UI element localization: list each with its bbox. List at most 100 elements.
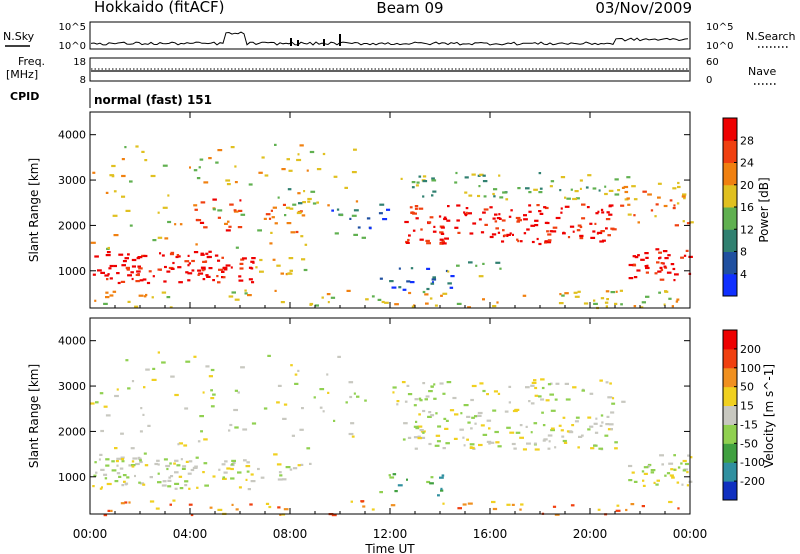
data-cell xyxy=(657,182,662,185)
x-tick-label: 08:00 xyxy=(273,527,308,541)
data-cell xyxy=(217,149,223,152)
data-cell xyxy=(285,273,288,276)
data-cell xyxy=(103,473,108,476)
data-cell xyxy=(428,390,433,393)
data-cell xyxy=(456,302,462,305)
data-cell xyxy=(94,461,97,464)
data-cell xyxy=(489,441,495,444)
data-cell xyxy=(142,413,145,416)
data-cell xyxy=(549,185,553,188)
data-cell xyxy=(157,268,161,271)
data-cell xyxy=(116,457,121,460)
data-cell xyxy=(223,471,228,474)
data-cell xyxy=(223,268,228,271)
data-cell xyxy=(404,400,408,403)
data-cell xyxy=(289,272,293,275)
data-cell xyxy=(132,457,138,460)
data-cell xyxy=(164,265,167,269)
data-cell xyxy=(555,382,560,385)
data-cell xyxy=(470,427,473,430)
data-cell xyxy=(279,513,282,516)
data-cell xyxy=(426,242,431,245)
data-cell xyxy=(633,305,637,308)
data-cell xyxy=(397,484,403,487)
data-cell xyxy=(492,507,498,511)
data-cell xyxy=(477,414,482,417)
data-cell xyxy=(547,233,552,236)
data-cell xyxy=(571,424,575,427)
data-cell xyxy=(239,262,244,265)
data-cell xyxy=(208,267,213,270)
data-cell xyxy=(593,444,598,447)
data-cell xyxy=(592,187,597,190)
data-cell xyxy=(440,487,443,490)
data-cell xyxy=(558,302,564,305)
data-cell xyxy=(139,430,143,433)
data-cell xyxy=(389,476,395,479)
data-cell xyxy=(601,211,605,214)
data-cell xyxy=(260,476,265,479)
data-cell xyxy=(516,238,519,241)
data-cell xyxy=(101,486,103,489)
data-cell xyxy=(225,264,231,267)
data-cell xyxy=(643,472,648,475)
data-cell xyxy=(112,214,118,217)
y-tick-label: 1000 xyxy=(58,471,86,484)
colorbar-tick-label: 15 xyxy=(740,400,754,413)
data-cell xyxy=(664,290,668,293)
data-cell xyxy=(187,272,193,275)
data-cell xyxy=(271,216,275,219)
data-cell xyxy=(384,301,389,304)
data-cell xyxy=(366,217,371,220)
colorbar-tick-label: 200 xyxy=(740,343,761,356)
data-cell xyxy=(506,503,511,506)
data-cell xyxy=(669,199,673,202)
data-cell xyxy=(149,500,155,503)
data-cell xyxy=(277,384,282,387)
data-cell xyxy=(322,410,325,413)
freq-tick-top-left: 18 xyxy=(73,57,86,68)
data-cell xyxy=(113,264,117,268)
data-cell xyxy=(128,501,131,504)
data-cell xyxy=(441,474,445,477)
data-cell xyxy=(449,286,454,289)
data-cell xyxy=(676,298,680,301)
data-cell xyxy=(111,460,115,463)
colorbar-segment xyxy=(723,140,737,163)
data-cell xyxy=(549,393,554,396)
data-cell xyxy=(210,389,213,392)
data-cell xyxy=(562,439,567,443)
data-cell xyxy=(198,166,201,169)
data-cell xyxy=(309,150,315,154)
data-cell xyxy=(116,272,120,275)
colorbar-tick-label: -100 xyxy=(740,456,765,469)
data-cell xyxy=(100,429,104,433)
data-cell xyxy=(90,402,95,405)
data-cell xyxy=(121,174,126,178)
data-cell xyxy=(131,265,136,268)
data-cell xyxy=(279,474,283,477)
data-cell xyxy=(267,354,271,357)
data-cell xyxy=(515,431,521,434)
data-cell xyxy=(673,204,676,207)
data-cell xyxy=(593,422,598,425)
data-cell xyxy=(180,458,183,461)
data-cell xyxy=(225,229,231,232)
data-cell xyxy=(427,221,432,224)
data-cell xyxy=(265,213,271,216)
data-cell xyxy=(269,242,273,245)
data-cell xyxy=(621,186,625,189)
data-cell xyxy=(415,184,419,187)
data-cell xyxy=(564,292,569,295)
data-cell xyxy=(456,219,460,222)
data-cell xyxy=(240,366,245,369)
data-cell xyxy=(641,470,645,473)
data-cell xyxy=(113,234,119,237)
data-cell xyxy=(152,239,157,242)
data-cell xyxy=(519,436,524,439)
data-cell xyxy=(426,287,430,291)
velocity-colorbar: 200 100 50 15 -15 -50 -100 -200 xyxy=(722,329,765,501)
data-cell xyxy=(656,261,660,264)
data-cell xyxy=(283,403,288,406)
data-cell xyxy=(182,465,187,468)
